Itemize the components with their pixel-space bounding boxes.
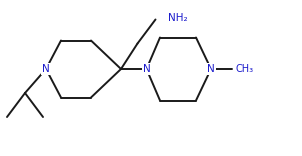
- Text: N: N: [207, 64, 215, 74]
- Text: N: N: [42, 64, 50, 74]
- Text: N: N: [143, 64, 150, 74]
- Text: CH₃: CH₃: [235, 64, 253, 74]
- Text: NH₂: NH₂: [168, 13, 187, 23]
